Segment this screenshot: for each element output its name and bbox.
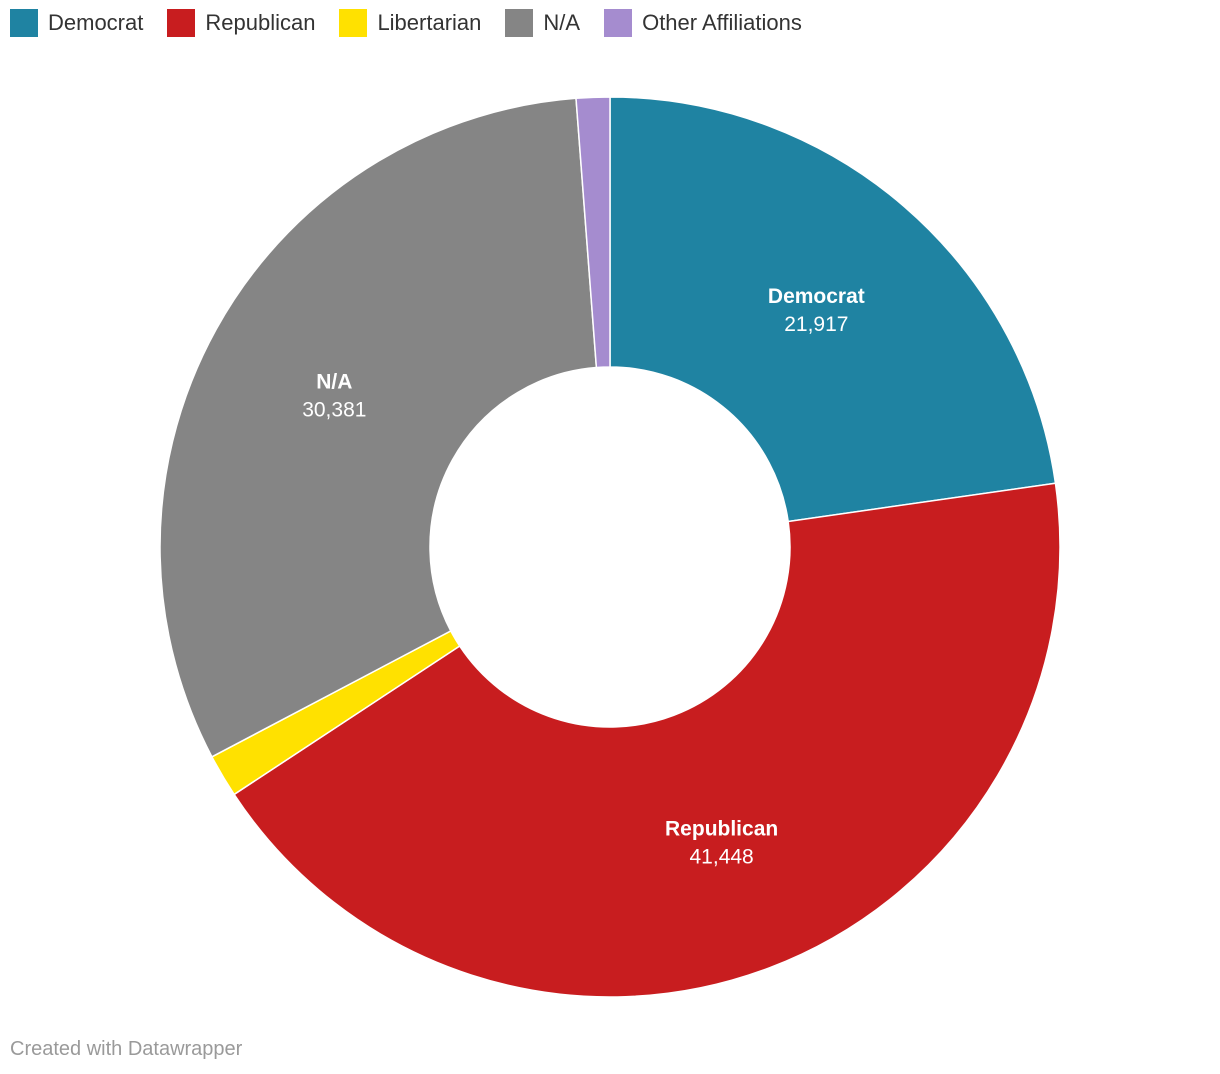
legend-item-democrat: Democrat xyxy=(10,8,143,38)
legend-swatch xyxy=(10,9,38,37)
legend-swatch xyxy=(167,9,196,37)
slice-republican xyxy=(233,482,1061,998)
legend-item-republican: Republican xyxy=(167,8,315,38)
slice-value-n-a: 30,381 xyxy=(302,399,366,422)
legend-swatch xyxy=(604,9,633,37)
legend-label: Republican xyxy=(205,10,316,35)
slice-value-democrat: 21,917 xyxy=(784,313,848,336)
slice-label-democrat: Democrat xyxy=(768,285,865,308)
slice-n-a xyxy=(159,97,598,758)
slice-other-affiliations xyxy=(575,96,611,369)
slice-value-republican: 41,448 xyxy=(690,846,754,869)
slice-label-n-a: N/A xyxy=(316,371,352,394)
slice-label-republican: Republican xyxy=(665,818,778,841)
legend-swatch xyxy=(339,9,368,37)
legend-swatch xyxy=(505,9,534,37)
legend-item-libertarian: Libertarian xyxy=(339,8,481,38)
chart-legend: Democrat Republican Libertarian N/A Othe… xyxy=(10,8,826,38)
datawrapper-credit: Created with Datawrapper xyxy=(10,1038,243,1060)
legend-label: Libertarian xyxy=(377,10,482,35)
legend-label: Democrat xyxy=(48,10,144,35)
legend-item-other-affiliations: Other Affiliations xyxy=(604,8,802,38)
legend-item-na: N/A xyxy=(505,8,580,38)
slice-democrat xyxy=(609,96,1057,523)
legend-label: Other Affiliations xyxy=(642,10,802,35)
legend-label: N/A xyxy=(543,10,581,35)
